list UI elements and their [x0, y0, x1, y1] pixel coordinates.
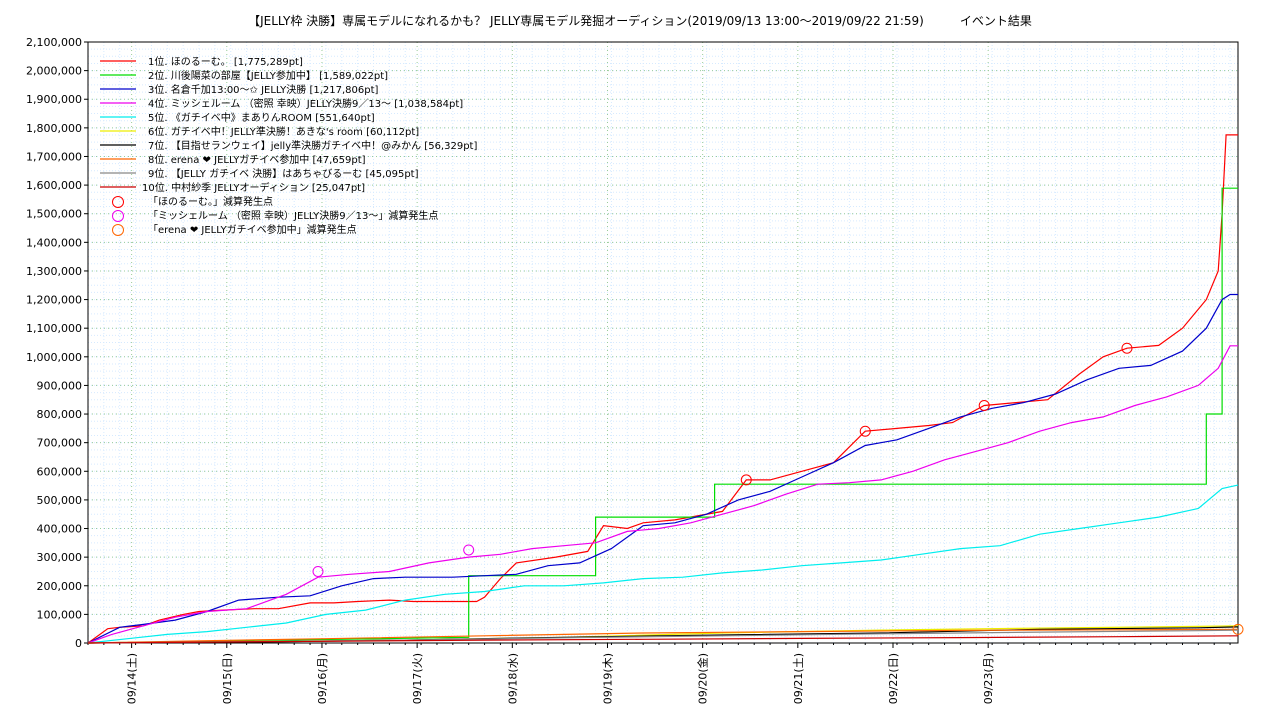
- y-tick-label: 1,800,000: [26, 122, 82, 135]
- x-tick-label: 09/23(月): [982, 653, 995, 704]
- series-line-4: [87, 345, 1238, 644]
- legend-marker-label-2: 「ミッシェルーム （密照 幸映）JELLY決勝9／13〜」減算発生点: [148, 209, 438, 222]
- y-tick-label: 700,000: [37, 437, 83, 450]
- legend-label-4: 4位. ミッシェルーム （密照 幸映）JELLY決勝9／13〜 [1,038,5…: [148, 97, 463, 110]
- plot-frame: [87, 41, 1239, 644]
- series-line-10: [87, 635, 1239, 644]
- y-tick-label: 1,400,000: [26, 236, 82, 249]
- legend-marker-1: [112, 196, 124, 208]
- y-tick-label: 600,000: [37, 465, 83, 478]
- legend-label-2: 2位. 川後陽菜の部屋【JELLY参加中】 [1,589,022pt]: [148, 69, 388, 82]
- x-tick-label: 09/14(土): [126, 653, 139, 704]
- y-tick-label: 800,000: [37, 408, 83, 421]
- series-line-1: [87, 134, 1238, 644]
- y-tick-label: 1,600,000: [26, 179, 82, 192]
- y-tick-label: 400,000: [37, 523, 83, 536]
- deduction-marker-3: [1232, 623, 1244, 635]
- deduction-marker-2: [463, 544, 475, 556]
- y-tick-label: 1,500,000: [26, 208, 82, 221]
- x-tick-label: 09/22(日): [887, 653, 900, 704]
- y-tick-label: 1,200,000: [26, 294, 82, 307]
- legend-label-1: 1位. ほのるーむ。 [1,775,289pt]: [148, 55, 303, 68]
- legend-marker-label-1: 「ほのるーむ。」減算発生点: [148, 195, 273, 208]
- legend-marker-label-3: 「erena ❤ JELLYガチイベ参加中」減算発生点: [148, 223, 357, 236]
- series-line-5: [87, 484, 1239, 644]
- series-line-2: [87, 187, 1238, 644]
- x-tick-label: 09/15(日): [221, 653, 234, 704]
- y-tick-label: 500,000: [37, 494, 83, 507]
- deduction-marker-1: [740, 474, 752, 486]
- y-tick-label: 300,000: [37, 551, 83, 564]
- legend-label-9: 9位. 【JELLY ガチイベ 決勝】はあちゃびるーむ [45,095pt]: [148, 167, 419, 180]
- chart-title: 【JELLY枠 決勝】専属モデルになれるかも？ JELLY専属モデル発掘オーディ…: [248, 14, 1032, 28]
- legend-marker-3: [112, 224, 124, 236]
- series-line-8: [87, 628, 1239, 644]
- legend-label-3: 3位. 名倉千加13:00〜✩ JELLY決勝 [1,217,806pt]: [148, 83, 379, 96]
- y-tick-label: 100,000: [37, 608, 83, 621]
- x-tick-label: 09/21(土): [792, 653, 805, 704]
- x-tick-label: 09/16(月): [316, 653, 329, 704]
- legend-marker-2: [112, 210, 124, 222]
- y-tick-label: 1,100,000: [26, 322, 82, 335]
- legend-label-10: 10位. 中村紗季 JELLYオーディション [25,047pt]: [142, 181, 365, 194]
- grid: [87, 41, 1238, 644]
- legend-label-8: 8位. erena ❤ JELLYガチイベ参加中 [47,659pt]: [148, 153, 366, 166]
- y-tick-label: 900,000: [37, 379, 83, 392]
- deduction-marker-2: [312, 565, 324, 577]
- y-tick-label: 2,000,000: [26, 65, 82, 78]
- y-tick-label: 1,900,000: [26, 93, 82, 106]
- y-tick-label: 200,000: [37, 580, 83, 593]
- x-tick-label: 09/18(水): [506, 653, 519, 704]
- deduction-marker-1: [1121, 342, 1133, 354]
- y-tick-label: 1,300,000: [26, 265, 82, 278]
- x-tick-label: 09/19(木): [601, 653, 614, 704]
- y-tick-label: 2,100,000: [26, 36, 82, 49]
- series-line-3: [87, 293, 1238, 644]
- legend-label-6: 6位. ガチイベ中！JELLY準決勝！あきな's room [60,112pt]: [148, 125, 419, 138]
- legend-label-5: 5位. 《ガチイベ中》まありんROOM [551,640pt]: [148, 111, 375, 124]
- y-tick-label: 0: [75, 637, 82, 650]
- y-tick-label: 1,000,000: [26, 351, 82, 364]
- x-tick-label: 09/20(金): [696, 653, 710, 704]
- deduction-marker-1: [859, 425, 871, 437]
- x-tick-label: 09/17(火): [411, 653, 424, 704]
- deduction-marker-1: [978, 399, 990, 411]
- y-tick-label: 1,700,000: [26, 150, 82, 163]
- legend-label-7: 7位. 【目指せランウェイ】jelly準決勝ガチイベ中！@みかん [56,329…: [148, 139, 477, 152]
